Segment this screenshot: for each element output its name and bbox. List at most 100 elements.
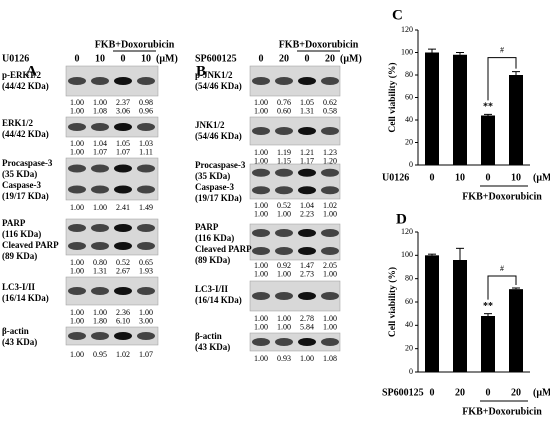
y-tick-label: 120 — [401, 227, 413, 236]
band — [275, 229, 293, 237]
band — [114, 332, 132, 340]
protein-label: JNK1/2 — [195, 120, 225, 130]
quantification: 6.10 — [116, 316, 130, 325]
band — [321, 292, 339, 300]
treatment-label: FKB+Doxorubicin — [279, 39, 359, 50]
band — [68, 77, 86, 85]
group-label: FKB+Doxorubicin — [462, 191, 542, 202]
band — [137, 164, 155, 173]
quantification: 0.76 — [277, 98, 291, 107]
protein-label: Cleaved PARP — [195, 244, 252, 254]
quantification: 1.02 — [323, 201, 337, 210]
band — [137, 242, 155, 250]
panel-label: B — [196, 63, 206, 79]
band — [68, 287, 86, 295]
band — [275, 186, 293, 195]
quantification: 1.00 — [93, 203, 107, 212]
quantification: 1.08 — [93, 106, 107, 115]
quantification: 0.93 — [277, 354, 291, 363]
quantification: 1.00 — [254, 148, 268, 157]
band — [91, 77, 109, 85]
unit-label: (μM) — [156, 53, 178, 64]
protein-label: (16/14 KDa) — [2, 293, 49, 303]
quantification: 1.31 — [93, 266, 107, 275]
band — [137, 332, 155, 340]
quantification: 1.00 — [70, 350, 84, 359]
band — [114, 242, 132, 250]
quantification: 2.36 — [116, 308, 130, 317]
blot — [249, 332, 341, 352]
y-tick-label: 120 — [401, 25, 413, 34]
x-tick-label: 0 — [486, 172, 491, 183]
band — [321, 77, 339, 85]
protein-label: (35 KDa) — [2, 169, 37, 179]
quantification: 1.00 — [277, 269, 291, 278]
quantification: 1.17 — [300, 156, 314, 165]
band — [137, 77, 155, 85]
protein-label: LC3-I/II — [195, 284, 229, 294]
significance: ** — [483, 301, 493, 312]
y-tick-label: 80 — [405, 273, 413, 282]
protein-label: (43 KDa) — [195, 342, 230, 352]
quantification: 1.23 — [323, 148, 337, 157]
y-tick-label: 20 — [405, 343, 413, 352]
band — [252, 229, 270, 237]
quantification: 2.37 — [116, 98, 130, 107]
bar — [425, 52, 439, 165]
y-tick-label: 100 — [401, 250, 413, 259]
quantification: 1.00 — [254, 209, 268, 218]
quantification: 1.00 — [254, 98, 268, 107]
protein-label: PARP — [195, 222, 219, 232]
band — [252, 338, 270, 346]
protein-label: (89 KDa) — [195, 255, 230, 265]
quantification: 1.00 — [70, 316, 84, 325]
quantification: 1.05 — [116, 139, 130, 148]
quantification: 1.00 — [139, 308, 153, 317]
quantification: 1.11 — [139, 147, 153, 156]
band — [68, 242, 86, 250]
quantification: 2.67 — [116, 266, 130, 275]
quantification: 5.84 — [300, 322, 314, 331]
quantification: 1.02 — [116, 350, 130, 359]
quantification: 0.52 — [116, 258, 130, 267]
band — [114, 123, 132, 131]
quantification: 1.00 — [70, 98, 84, 107]
protein-label: Caspase-3 — [2, 180, 42, 190]
quantification: 1.00 — [277, 314, 291, 323]
quantification: 1.00 — [277, 209, 291, 218]
quantification: 1.00 — [93, 308, 107, 317]
dose-label: 0 — [121, 53, 126, 64]
quantification: 1.07 — [116, 147, 130, 156]
band — [275, 127, 293, 135]
quantification: 1.15 — [277, 156, 291, 165]
band — [298, 247, 316, 255]
quantification: 1.00 — [70, 106, 84, 115]
band — [91, 185, 109, 194]
panel-label: C — [392, 7, 403, 23]
y-tick-label: 60 — [405, 297, 413, 306]
bar — [509, 289, 523, 372]
blot — [65, 116, 159, 138]
quantification: 1.00 — [254, 156, 268, 165]
band — [252, 186, 270, 195]
y-tick-label: 0 — [409, 367, 413, 376]
x-tick-label: 0 — [430, 387, 435, 398]
quantification: 1.00 — [323, 314, 337, 323]
band — [298, 292, 316, 300]
x-tick-label: 20 — [511, 387, 521, 398]
protein-label: (54/46 KDa) — [195, 81, 242, 91]
dose-label: 0 — [305, 53, 310, 64]
dose-label: 0 — [75, 53, 80, 64]
unit-label: (μM) — [533, 172, 550, 183]
x-tick-label: 10 — [455, 172, 465, 183]
y-axis-title: Cell viability (%) — [387, 267, 398, 337]
quantification: 1.00 — [70, 147, 84, 156]
quantification: 0.58 — [323, 106, 337, 115]
band — [298, 229, 316, 237]
band — [91, 123, 109, 131]
x-axis-title: U0126 — [382, 172, 409, 183]
quantification: 1.05 — [300, 98, 314, 107]
unit-label: (μM) — [340, 53, 362, 64]
quantification: 1.00 — [323, 269, 337, 278]
quantification: 1.00 — [254, 201, 268, 210]
